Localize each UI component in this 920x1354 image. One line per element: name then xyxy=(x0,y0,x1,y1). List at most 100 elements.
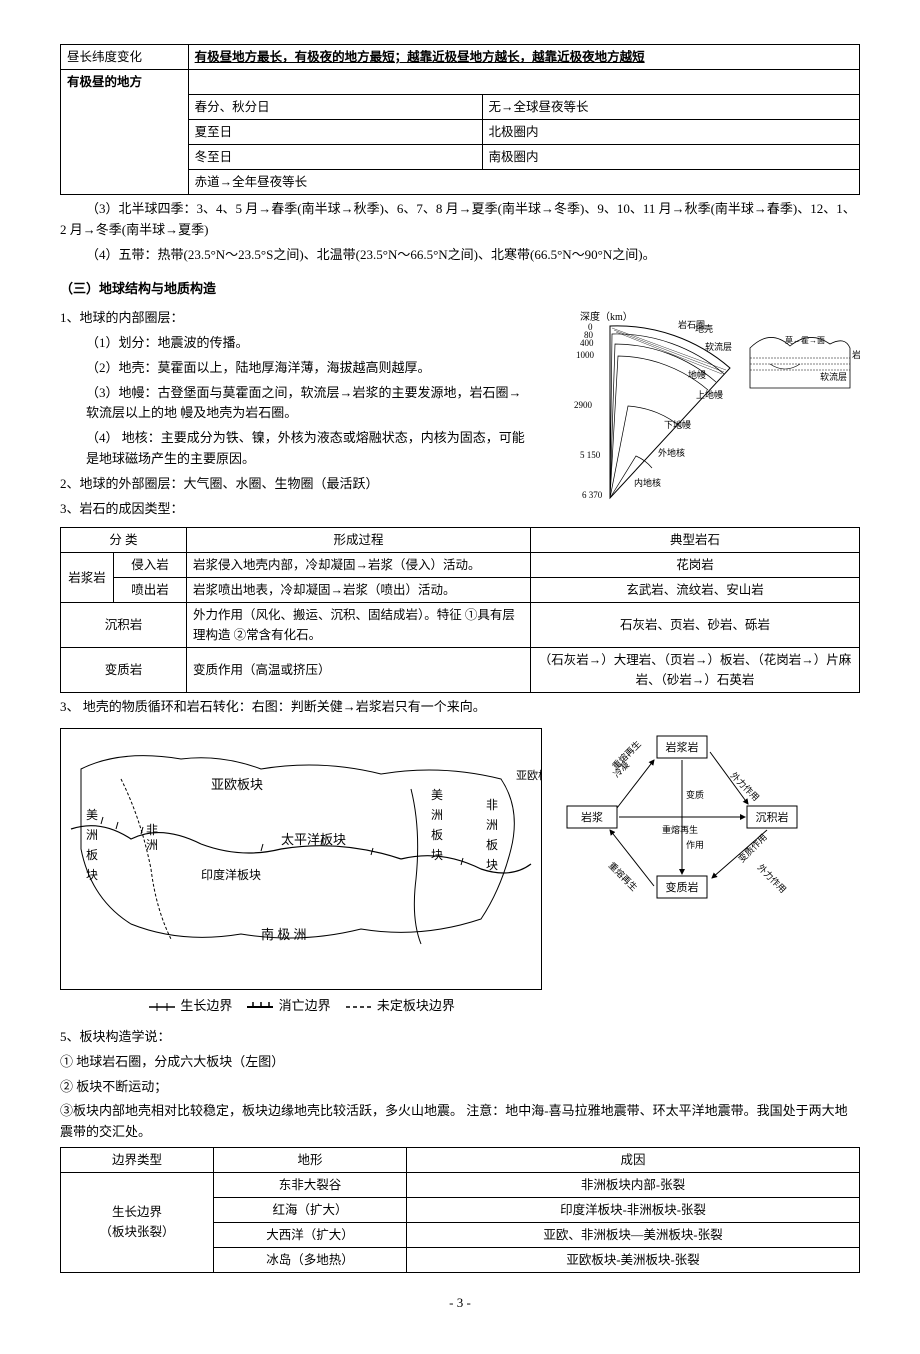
cell: 边界类型 xyxy=(61,1147,214,1172)
map-legend: 生长边界 消亡边界 未定板块边界 xyxy=(60,996,542,1017)
cell: 岩浆喷出地表，冷却凝固→岩浆（喷出）活动。 xyxy=(187,578,531,603)
para-zones: （4）五带：热带(23.5°N～23.5°S之间)、北温带(23.5°N～66.… xyxy=(60,245,860,266)
cell: 冬至日 xyxy=(188,145,482,170)
cell xyxy=(188,70,859,95)
cell: （石灰岩→）大理岩、（页岩→）板岩、（花岗岩→）片麻岩、（砂岩→）石英岩 xyxy=(531,648,860,693)
plate-label: 印度洋板块 xyxy=(201,867,261,882)
svg-text:400: 400 xyxy=(580,338,594,348)
svg-text:块: 块 xyxy=(431,848,443,862)
cell: 亚欧板块-美洲板块-张裂 xyxy=(407,1247,860,1272)
item-5-2: ② 板块不断运动； xyxy=(60,1077,860,1098)
cell: 赤道→全年昼夜等长 xyxy=(188,170,859,195)
cell: 分 类 xyxy=(61,528,187,553)
svg-text:外地核: 外地核 xyxy=(658,447,685,458)
plate-label: 美 xyxy=(431,788,443,802)
cell: 喷出岩 xyxy=(114,578,187,603)
table-rock-types: 分 类 形成过程 典型岩石 岩浆岩 侵入岩 岩浆侵入地壳内部，冷却凝固→岩浆（侵… xyxy=(60,527,860,693)
cell: 春分、秋分日 xyxy=(188,95,482,120)
cell: 变质作用（高温或挤压） xyxy=(187,648,531,693)
svg-text:上地幔: 上地幔 xyxy=(696,389,723,400)
page-number: - 3 - xyxy=(60,1293,860,1314)
earth-interior-diagram: 深度（km） 0 80 400 1000 2900 5 150 6 370 地壳… xyxy=(540,308,860,508)
plate-map: 亚欧板块 太平洋板块 美 洲 板 块 非 洲 板 块 亚欧板块 美 洲 板 块 … xyxy=(60,728,542,1017)
table-plate-boundaries: 边界类型 地形 成因 生长边界（板块张裂） 东非大裂谷 非洲板块内部-张裂 红海… xyxy=(60,1147,860,1273)
svg-text:洲: 洲 xyxy=(86,828,98,842)
svg-text:重熔再生: 重熔再生 xyxy=(662,824,698,835)
cell: 亚欧、非洲板块—美洲板块-张裂 xyxy=(407,1222,860,1247)
svg-text:岩浆: 岩浆 xyxy=(581,810,603,824)
cell: 有极昼地方最长，有极夜的地方最短；越靠近极昼地方越长，越靠近极夜地方越短 xyxy=(188,45,859,70)
cell: 石灰岩、页岩、砂岩、砾岩 xyxy=(531,603,860,648)
item-5: 5、板块构造学说： xyxy=(60,1027,860,1048)
cell: 红海（扩大） xyxy=(214,1197,407,1222)
cell: 大西洋（扩大） xyxy=(214,1222,407,1247)
svg-text:内地核: 内地核 xyxy=(634,477,661,488)
svg-text:沉积岩: 沉积岩 xyxy=(756,810,789,824)
cell: 侵入岩 xyxy=(114,553,187,578)
item-3b: 3、 地壳的物质循环和岩石转化：右图：判断关健→岩浆岩只有一个来向。 xyxy=(60,697,860,718)
svg-text:2900: 2900 xyxy=(574,400,593,410)
svg-text:变质岩: 变质岩 xyxy=(666,880,699,894)
svg-text:5 150: 5 150 xyxy=(580,450,601,460)
plate-label: 亚欧板块 xyxy=(211,777,263,792)
cell: 变质岩 xyxy=(61,648,187,693)
svg-text:岩石圈: 岩石圈 xyxy=(678,319,705,330)
svg-text:岩浆岩: 岩浆岩 xyxy=(666,740,699,754)
cell: 南极圈内 xyxy=(482,145,859,170)
cell: 有极昼的地方 xyxy=(61,70,189,195)
svg-text:块: 块 xyxy=(486,858,498,872)
svg-text:软流层: 软流层 xyxy=(705,341,732,352)
cell: 非洲板块内部-张裂 xyxy=(407,1172,860,1197)
svg-text:变质: 变质 xyxy=(686,789,704,800)
svg-text:块: 块 xyxy=(86,868,98,882)
plate-label: 南 极 洲 xyxy=(261,927,307,942)
svg-text:板: 板 xyxy=(486,838,498,852)
cell: 生长边界（板块张裂） xyxy=(61,1172,214,1272)
cell: 外力作用（风化、搬运、沉积、固结成岩）。特征 ①具有层理构造 ②常含有化石。 xyxy=(187,603,531,648)
svg-text:莫←霍→面: 莫←霍→面 xyxy=(785,335,825,345)
svg-text:美: 美 xyxy=(86,808,98,822)
cell: 沉积岩 xyxy=(61,603,187,648)
svg-text:作用: 作用 xyxy=(686,839,704,850)
cell: 形成过程 xyxy=(187,528,531,553)
cell: 岩浆侵入地壳内部，冷却凝固→岩浆（侵入）活动。 xyxy=(187,553,531,578)
cell: 北极圈内 xyxy=(482,120,859,145)
svg-text:洲: 洲 xyxy=(486,818,498,832)
svg-text:板: 板 xyxy=(431,828,443,842)
svg-text:外力作用: 外力作用 xyxy=(756,862,789,895)
cell: 东非大裂谷 xyxy=(214,1172,407,1197)
cell: 印度洋板块-非洲板块-张裂 xyxy=(407,1197,860,1222)
svg-text:洲: 洲 xyxy=(431,808,443,822)
cell: 地形 xyxy=(214,1147,407,1172)
cell: 玄武岩、流纹岩、安山岩 xyxy=(531,578,860,603)
para-seasons: （3）北半球四季：3、4、5 月→春季(南半球→秋季)、6、7、8 月→夏季(南… xyxy=(60,199,860,241)
svg-text:1000: 1000 xyxy=(576,350,595,360)
svg-text:亚欧板块: 亚欧板块 xyxy=(516,768,541,782)
cell: 冰岛（多地热） xyxy=(214,1247,407,1272)
cell: 典型岩石 xyxy=(531,528,860,553)
cell: 岩浆岩 xyxy=(61,553,114,603)
cell: 无→全球昼夜等长 xyxy=(482,95,859,120)
cell: 成因 xyxy=(407,1147,860,1172)
table-day-length: 昼长纬度变化 有极昼地方最长，有极夜的地方最短；越靠近极昼地方越长，越靠近极夜地… xyxy=(60,44,860,195)
svg-text:非: 非 xyxy=(146,823,158,837)
svg-text:洲: 洲 xyxy=(146,838,158,852)
item-5-1: ① 地球岩石圈，分成六大板块（左图） xyxy=(60,1052,860,1073)
svg-text:变质作用: 变质作用 xyxy=(736,831,769,864)
cell: 夏至日 xyxy=(188,120,482,145)
svg-text:下地幔: 下地幔 xyxy=(664,419,691,430)
rock-cycle-diagram: 岩浆岩 沉积岩 变质岩 岩浆 冷凝 外力作用 变质作用 重熔再生 变质 重熔再生… xyxy=(562,728,802,908)
label-asthenosphere: 软流层 xyxy=(820,371,847,382)
item-5-3: ③板块内部地壳相对比较稳定，板块边缘地壳比较活跃，多火山地震。 注意：地中海-喜… xyxy=(60,1101,860,1143)
plate-label: 太平洋板块 xyxy=(281,832,346,847)
svg-text:6 370: 6 370 xyxy=(582,490,603,500)
cell: 花岗岩 xyxy=(531,553,860,578)
svg-text:地幔: 地幔 xyxy=(688,369,706,380)
svg-text:外力作用: 外力作用 xyxy=(729,770,762,803)
cell: 昼长纬度变化 xyxy=(61,45,189,70)
svg-text:重熔再生: 重熔再生 xyxy=(607,860,640,893)
svg-text:板: 板 xyxy=(86,848,98,862)
section-title: （三）地球结构与地质构造 xyxy=(60,279,860,300)
plate-label: 非 xyxy=(486,798,498,812)
label-lithosphere: 岩石圈 xyxy=(852,349,860,360)
